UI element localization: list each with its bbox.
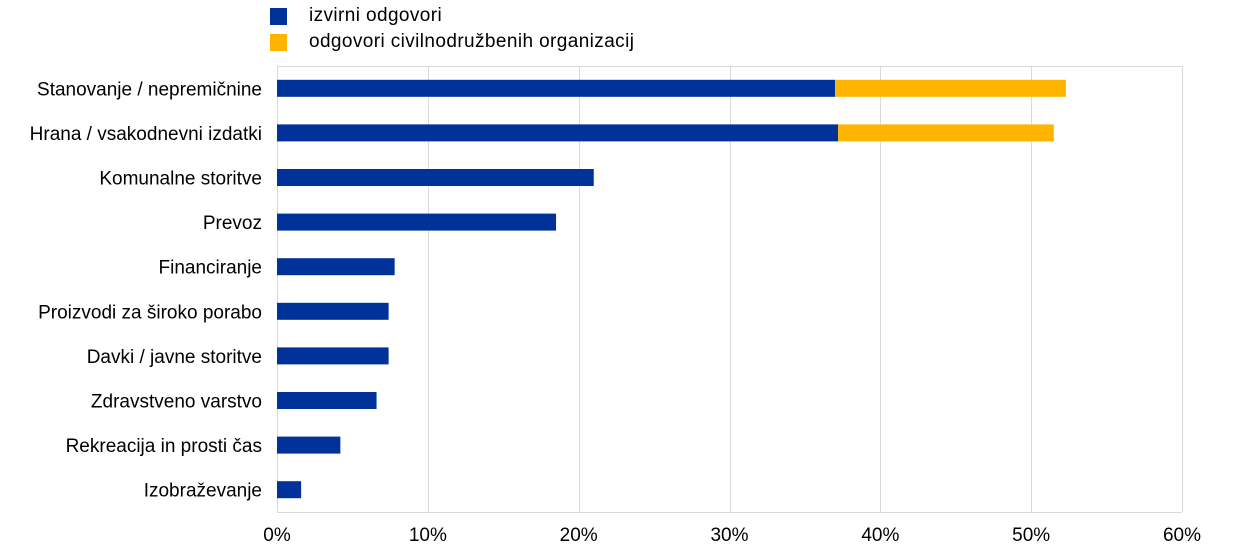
legend-item-csos: odgovori civilnodružbenih organizacij bbox=[270, 29, 634, 55]
x-tick-label: 30% bbox=[710, 525, 748, 546]
category-label: Financiranje bbox=[159, 258, 263, 279]
bar-original-responses bbox=[277, 392, 377, 409]
bar-original-responses bbox=[277, 302, 389, 320]
category-label: Stanovanje / nepremičnine bbox=[37, 79, 262, 100]
legend-swatch-csos bbox=[270, 33, 287, 51]
category-label: Hrana / vsakodnevni izdatki bbox=[30, 124, 262, 145]
category-label: Rekreacija in prosti čas bbox=[66, 436, 262, 457]
category-label: Proizvodi za široko porabo bbox=[38, 302, 262, 323]
bar-cso-responses bbox=[835, 79, 1066, 97]
bar-original-responses bbox=[277, 169, 594, 186]
chart-legend: izvirni odgovori odgovori civilnodružben… bbox=[270, 3, 634, 55]
bar-original-responses bbox=[277, 481, 302, 499]
legend-label-original: izvirni odgovori bbox=[309, 5, 443, 26]
x-tick-label: 40% bbox=[861, 525, 899, 546]
category-label: Zdravstveno varstvo bbox=[91, 392, 262, 413]
x-tick-label: 0% bbox=[263, 525, 291, 546]
bar-original-responses bbox=[277, 124, 839, 142]
x-tick-label: 20% bbox=[560, 525, 598, 546]
bar-original-responses bbox=[277, 79, 836, 97]
legend-swatch-original bbox=[270, 7, 287, 25]
bar-cso-responses bbox=[838, 124, 1054, 142]
bar-original-responses bbox=[277, 347, 389, 365]
bar-original-responses bbox=[277, 436, 341, 454]
bar-original-responses bbox=[277, 213, 557, 231]
category-label: Izobraževanje bbox=[144, 481, 262, 502]
bar-original-responses bbox=[277, 258, 395, 276]
category-label: Prevoz bbox=[203, 213, 262, 234]
category-label: Davki / javne storitve bbox=[87, 347, 262, 368]
x-tick-label: 60% bbox=[1163, 525, 1201, 546]
x-tick-label: 50% bbox=[1012, 525, 1050, 546]
x-tick-label: 10% bbox=[409, 525, 447, 546]
legend-label-csos: odgovori civilnodružbenih organizacij bbox=[309, 31, 635, 52]
category-label: Komunalne storitve bbox=[99, 169, 262, 190]
legend-item-original: izvirni odgovori bbox=[270, 3, 634, 29]
